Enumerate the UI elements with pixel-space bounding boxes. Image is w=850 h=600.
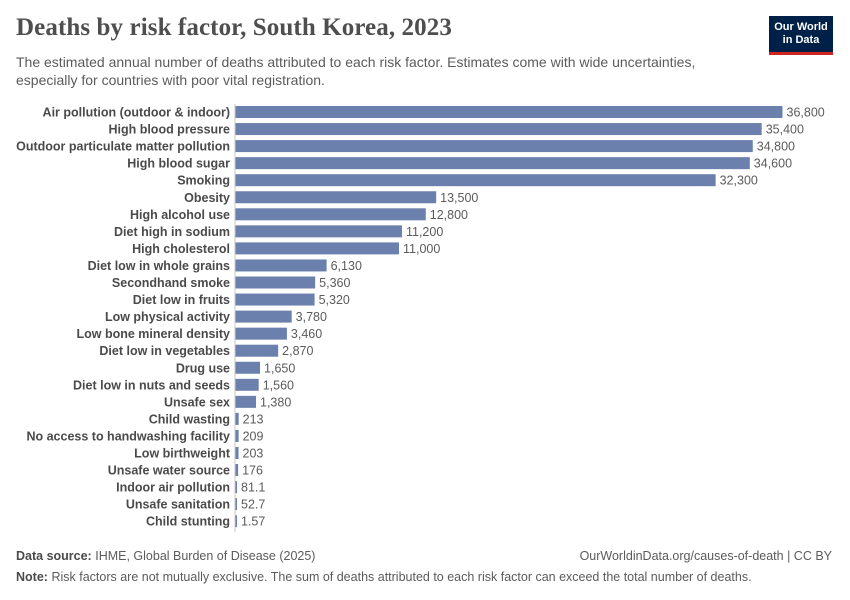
bar[interactable] (235, 191, 437, 204)
value-label: 3,460 (291, 327, 322, 341)
value-label: 203 (243, 447, 264, 461)
data-source-label: Data source: (16, 549, 92, 563)
note-text: Risk factors are not mutually exclusive.… (51, 570, 752, 584)
chart-subtitle: The estimated annual number of deaths at… (16, 54, 696, 88)
chart-note: Note: Risk factors are not mutually excl… (16, 570, 752, 584)
category-label: Unsafe sex (164, 395, 230, 409)
category-label: Air pollution (outdoor & indoor) (43, 106, 230, 120)
category-label: Obesity (184, 191, 230, 205)
category-label: High alcohol use (130, 208, 230, 222)
bar[interactable] (235, 293, 315, 306)
category-label: High cholesterol (132, 242, 230, 256)
category-label: Diet low in vegetables (99, 344, 230, 358)
value-label: 52.7 (241, 498, 265, 512)
bar[interactable] (235, 225, 402, 238)
category-label: Diet low in fruits (133, 293, 230, 307)
value-label: 32,300 (720, 174, 758, 188)
category-label: High blood sugar (127, 157, 230, 171)
bar[interactable] (235, 259, 327, 272)
value-label: 1,650 (264, 361, 295, 375)
category-label: Drug use (176, 361, 230, 375)
category-label: High blood pressure (108, 123, 230, 137)
bar[interactable] (235, 157, 750, 170)
category-label: Child wasting (149, 412, 230, 426)
value-label: 13,500 (440, 191, 478, 205)
bar[interactable] (235, 429, 239, 442)
bar[interactable] (235, 344, 279, 357)
value-label: 12,800 (430, 208, 468, 222)
bar[interactable] (235, 515, 238, 528)
owid-logo[interactable]: Our World in Data (769, 16, 833, 55)
bar[interactable] (235, 242, 400, 255)
category-label: Diet high in sodium (114, 225, 230, 239)
logo-line-1: Our World (774, 21, 828, 33)
bar[interactable] (235, 123, 762, 136)
bar-chart: Air pollution (outdoor & indoor) 36,800 Hi… (16, 104, 825, 533)
category-label: No access to handwashing facility (26, 429, 230, 443)
value-label: 1,560 (263, 378, 294, 392)
bar[interactable] (235, 106, 783, 118)
category-label: Child stunting (146, 515, 230, 529)
value-label: 5,320 (319, 293, 350, 307)
bar[interactable] (235, 395, 257, 408)
value-label: 2,870 (282, 344, 313, 358)
note-label: Note: (16, 570, 48, 584)
bar[interactable] (235, 174, 716, 187)
category-label: Unsafe water source (108, 464, 230, 478)
value-label: 1,380 (260, 395, 291, 409)
bar[interactable] (235, 498, 238, 511)
bar[interactable] (235, 208, 426, 221)
value-label: 213 (243, 412, 264, 426)
chart-title: Deaths by risk factor, South Korea, 2023 (16, 14, 452, 41)
bar[interactable] (235, 412, 239, 425)
logo-line-2: in Data (782, 34, 820, 46)
bar[interactable] (235, 276, 316, 289)
category-label: Diet low in whole grains (88, 259, 230, 273)
value-label: 1.57 (241, 515, 265, 529)
value-label: 11,200 (406, 225, 443, 239)
value-label: 5,360 (319, 276, 350, 290)
bar[interactable] (235, 327, 287, 340)
value-label: 34,800 (757, 140, 795, 154)
category-label: Smoking (177, 174, 230, 188)
category-label: Secondhand smoke (112, 276, 230, 290)
bar[interactable] (235, 481, 238, 494)
value-label: 36,800 (787, 106, 825, 120)
category-label: Low bone mineral density (77, 327, 231, 341)
category-label: Diet low in nuts and seeds (73, 378, 230, 392)
value-label: 209 (243, 429, 264, 443)
category-label: Low birthweight (134, 447, 231, 461)
value-label: 176 (242, 464, 263, 478)
value-label: 34,600 (754, 157, 792, 171)
value-label: 35,400 (766, 123, 804, 137)
source-url-link[interactable]: OurWorldinData.org/causes-of-death | CC … (579, 549, 832, 563)
category-label: Low physical activity (105, 310, 230, 324)
bar[interactable] (235, 361, 261, 374)
data-source: Data source: IHME, Global Burden of Dise… (16, 549, 315, 563)
bar[interactable] (235, 378, 259, 391)
category-label: Indoor air pollution (116, 481, 230, 495)
data-source-link[interactable]: IHME, Global Burden of Disease (2025) (95, 549, 316, 563)
value-label: 11,000 (403, 242, 440, 256)
value-label: 6,130 (331, 259, 362, 273)
bar[interactable] (235, 464, 239, 477)
category-label: Unsafe sanitation (126, 498, 230, 512)
category-label: Outdoor particulate matter pollution (16, 140, 230, 154)
bar[interactable] (235, 447, 239, 459)
bar[interactable] (235, 140, 753, 153)
value-label: 81.1 (241, 481, 265, 495)
value-label: 3,780 (296, 310, 327, 324)
bar[interactable] (235, 310, 292, 323)
